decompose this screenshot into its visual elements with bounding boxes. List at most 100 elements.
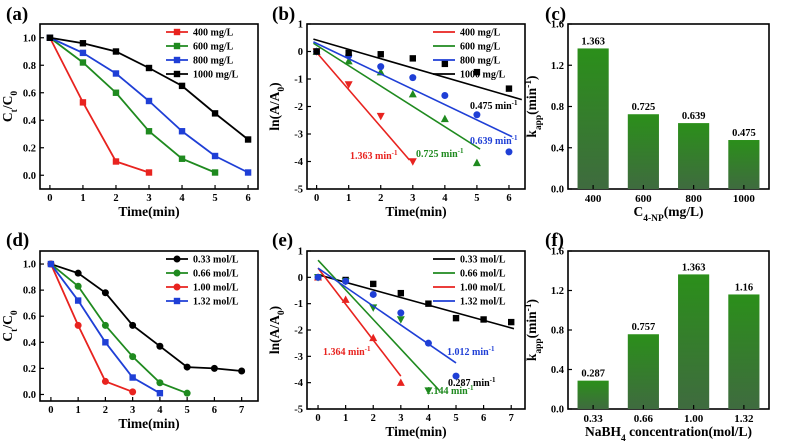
data-point xyxy=(129,353,137,361)
data-point xyxy=(425,300,432,307)
x-tick-label: 0.66 xyxy=(634,413,654,425)
x-tick-label: 7 xyxy=(239,405,244,416)
bar xyxy=(728,140,760,189)
panel-label: (c) xyxy=(545,4,566,25)
data-point xyxy=(408,89,417,98)
y-tick-label: 1.2 xyxy=(551,286,564,297)
data-point xyxy=(74,282,82,290)
rate-annotation: 0.725 min-1 xyxy=(416,147,464,160)
data-point xyxy=(79,99,87,106)
x-tick-label: 3 xyxy=(146,193,151,204)
data-point xyxy=(129,321,137,329)
axes-frame xyxy=(39,250,259,402)
data-point xyxy=(145,169,153,176)
data-point xyxy=(112,48,120,55)
x-tick-label: 6 xyxy=(245,193,250,204)
rate-annotation: 1.012 min-1 xyxy=(447,345,495,358)
legend-entry: 800 mg/L xyxy=(460,56,501,67)
fit-line xyxy=(317,267,457,364)
x-axis-title: Time(min) xyxy=(118,204,179,219)
chart-panel-e: 0 1 2 3 4 5 6 7 -5 -4 -3 -2 -1 0 1 0.287 min-11.144 min… xyxy=(267,247,526,439)
data-point xyxy=(145,64,153,72)
x-tick-label: 1.32 xyxy=(734,413,754,425)
x-tick-label: 0 xyxy=(314,193,319,204)
bar-value-label: 1.363 xyxy=(682,262,706,273)
data-point xyxy=(129,388,137,396)
data-point xyxy=(397,309,405,317)
x-tick-label: 5 xyxy=(185,405,190,416)
chart-panel-c: 0.0 0.4 0.8 1.2 1.6 1.363 400 0.725 600 0.639 800 0… xyxy=(524,20,770,224)
data-point xyxy=(74,321,82,329)
fit-line xyxy=(313,38,523,101)
legend-marker xyxy=(173,255,181,263)
y-tick-label: 0.6 xyxy=(23,312,36,323)
legend-marker xyxy=(173,70,181,78)
legend-entry: 1.00 mol/L xyxy=(193,283,239,294)
data-point xyxy=(397,289,405,297)
y-axis-title: ln(A/A0) xyxy=(267,82,287,130)
x-tick-label: 4 xyxy=(442,193,448,204)
data-point xyxy=(480,316,487,323)
data-point xyxy=(424,387,433,395)
data-point xyxy=(370,280,377,288)
bar-value-label: 0.639 xyxy=(682,111,706,122)
legend-entry: 800 mg/L xyxy=(193,56,234,67)
data-point xyxy=(396,316,405,324)
rate-annotation: 1.364 min-1 xyxy=(323,345,371,358)
x-tick-label: 6 xyxy=(481,413,486,424)
x-tick-label: 1 xyxy=(80,193,85,204)
chart-panel-f: 0.0 0.4 0.8 1.2 1.6 0.287 0.33 0.757 0.66 1.363 1.… xyxy=(524,247,770,444)
x-tick-label: 2 xyxy=(371,413,376,424)
y-tick-label: -3 xyxy=(294,130,303,141)
x-tick-label: 600 xyxy=(635,193,652,205)
x-tick-label: 1 xyxy=(343,413,348,424)
legend-entry: 400 mg/L xyxy=(193,28,234,39)
series-line xyxy=(49,37,216,174)
bar xyxy=(678,274,710,409)
y-tick-label: -1 xyxy=(294,75,303,86)
data-point xyxy=(79,59,87,66)
data-point xyxy=(377,63,385,71)
data-point xyxy=(409,74,417,82)
y-axis-title: Ct/C0 xyxy=(0,91,20,122)
data-point xyxy=(344,81,353,89)
data-point xyxy=(376,112,385,121)
data-point xyxy=(313,48,320,55)
y-tick-label: 1.2 xyxy=(551,61,564,72)
chart-panel-d: 0 1 2 3 4 5 6 7 0.0 0.2 0.4 0.6 0.8 1.0 0.33 mol/L 0.66… xyxy=(0,250,259,431)
data-point xyxy=(178,82,186,90)
x-tick-label: 3 xyxy=(130,405,135,416)
fit-line xyxy=(312,48,411,161)
data-point xyxy=(408,158,417,166)
rate-annotation: 0.475 min-1 xyxy=(470,99,518,112)
data-point xyxy=(238,367,246,375)
series-line xyxy=(50,263,133,393)
x-tick-label: 3 xyxy=(398,413,403,424)
x-tick-label: 1.00 xyxy=(684,413,704,425)
data-point xyxy=(440,114,449,123)
rate-annotation: 1.144 min-1 xyxy=(426,384,474,397)
data-point xyxy=(409,55,416,62)
legend-entry: 1000 mg/L xyxy=(460,70,506,81)
series-line xyxy=(49,37,150,174)
panel-label: (d) xyxy=(6,230,29,251)
x-tick-label: 400 xyxy=(585,193,602,205)
legend-marker xyxy=(173,269,181,277)
data-point xyxy=(47,260,55,268)
bar xyxy=(678,123,710,189)
data-point xyxy=(178,155,186,162)
x-tick-label: 0 xyxy=(48,405,53,416)
legend-marker xyxy=(173,297,181,305)
x-tick-label: 800 xyxy=(685,193,702,205)
data-point xyxy=(396,378,405,386)
data-point xyxy=(112,89,120,96)
x-tick-label: 4 xyxy=(426,413,432,424)
legend-entry: 0.66 mol/L xyxy=(193,269,239,280)
bar xyxy=(627,334,659,409)
data-point xyxy=(183,363,191,371)
legend-marker xyxy=(173,283,181,291)
x-tick-label: 1 xyxy=(346,193,351,204)
y-tick-label: 0 xyxy=(298,47,303,58)
chart-panel-b: 0 1 2 3 4 5 6 -5 -4 -3 -2 -1 0 1 1.363 min-1 0.725 min-… xyxy=(267,20,526,219)
data-point xyxy=(244,136,252,143)
